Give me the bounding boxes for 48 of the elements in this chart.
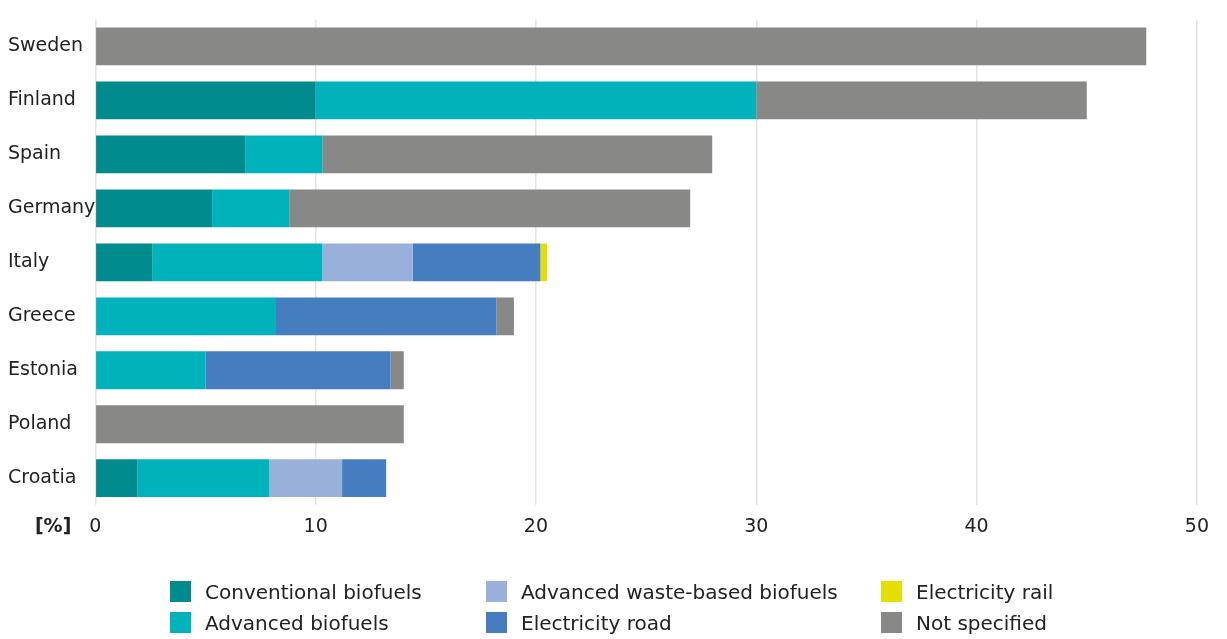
x-tick-label: 10: [303, 513, 328, 536]
bar: [315, 81, 757, 120]
x-tick-label: 20: [523, 513, 549, 536]
y-tick-label: Estonia: [8, 357, 78, 380]
legend-label: Advanced biofuels: [205, 610, 389, 635]
x-axis-title: [%]: [34, 514, 72, 537]
y-tick-label: Germany: [8, 195, 96, 218]
bar: [96, 189, 213, 228]
bar: [96, 27, 1147, 66]
x-tick-label: 0: [89, 513, 102, 536]
bar: [322, 243, 413, 282]
bar: [152, 243, 323, 282]
y-tick-label: Sweden: [8, 33, 84, 56]
y-tick-label: Finland: [8, 87, 76, 110]
x-tick-label: 30: [744, 513, 769, 536]
bar: [390, 351, 404, 390]
bar: [205, 351, 391, 390]
bar: [275, 297, 497, 336]
bar: [96, 81, 316, 120]
legend-label: Not specified: [916, 610, 1047, 635]
bar: [245, 135, 323, 174]
bar: [496, 297, 514, 336]
y-tick-label: Poland: [8, 411, 72, 434]
bar: [96, 405, 404, 444]
y-tick-label: Greece: [8, 303, 76, 326]
bar: [96, 135, 246, 174]
bar: [96, 243, 153, 282]
y-tick-label: Italy: [8, 249, 50, 272]
bar: [269, 459, 343, 498]
x-tick-label: 50: [1184, 513, 1210, 536]
bar: [96, 459, 138, 498]
bar: [412, 243, 541, 282]
y-tick-label: Spain: [8, 141, 62, 164]
legend-label: Conventional biofuels: [205, 579, 422, 604]
bar: [540, 243, 547, 282]
legend-label: Electricity rail: [916, 579, 1054, 604]
bar: [289, 189, 691, 228]
bar: [96, 297, 276, 336]
bar: [212, 189, 290, 228]
legend-label: Advanced waste-based biofuels: [521, 579, 838, 604]
bar: [342, 459, 387, 498]
y-tick-label: Croatia: [8, 465, 77, 488]
legend-label: Electricity road: [521, 610, 672, 635]
bar: [322, 135, 713, 174]
bar: [96, 351, 206, 390]
bar: [756, 81, 1087, 120]
x-tick-label: 40: [964, 513, 989, 536]
bar: [137, 459, 270, 498]
